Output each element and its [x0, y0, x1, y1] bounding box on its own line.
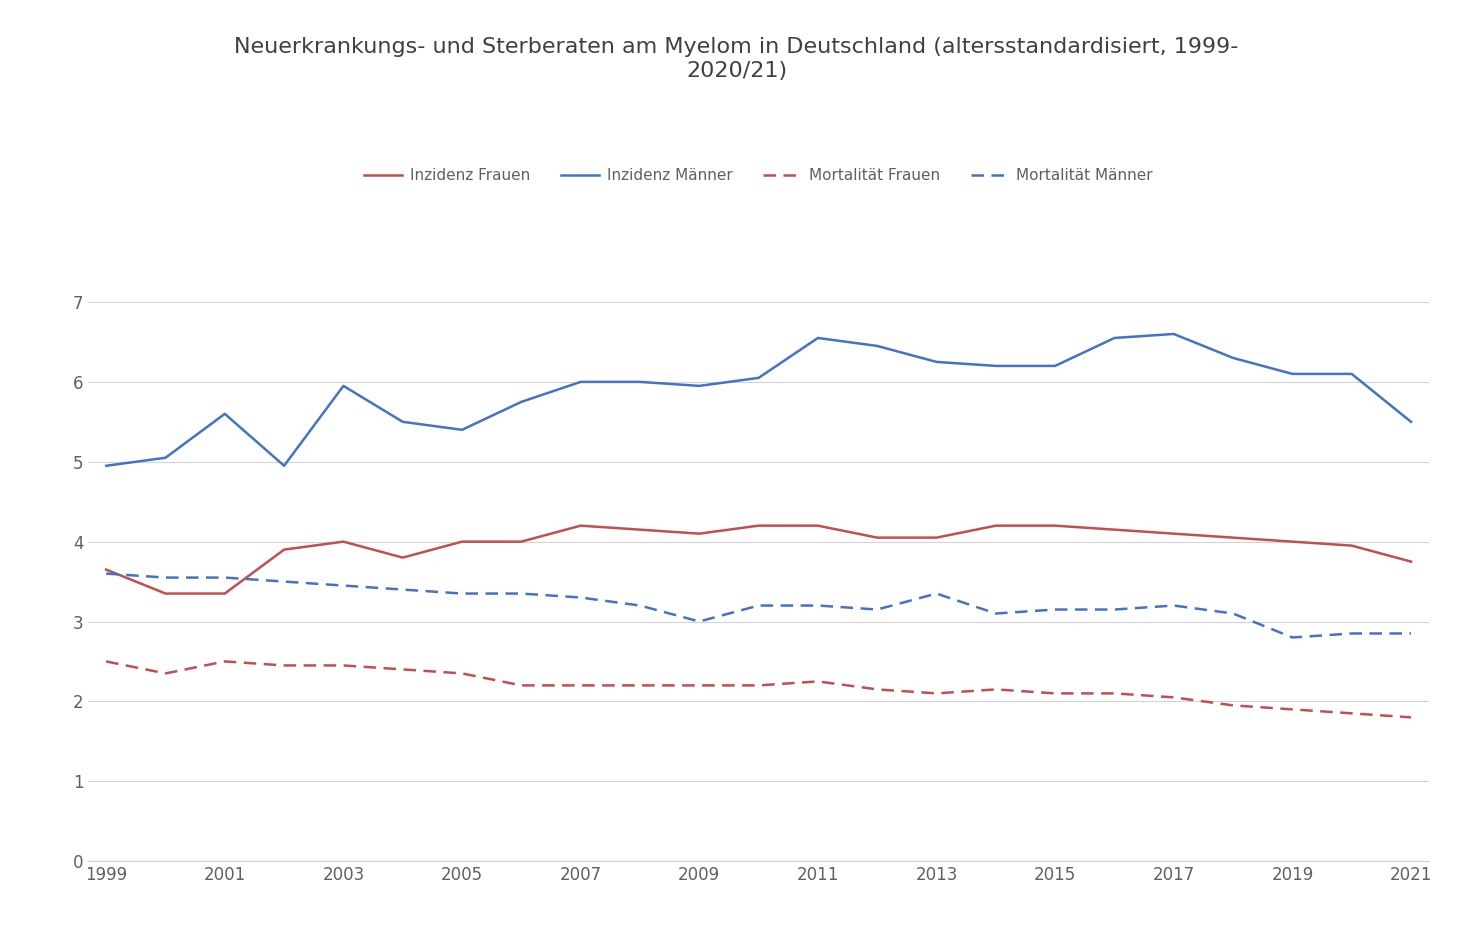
Mortalität Männer — [156, 572, 174, 583]
Mortalität Frauen — [97, 656, 115, 667]
Inzidenz Frauen — [275, 544, 293, 555]
Inzidenz Frauen — [987, 520, 1005, 532]
Mortalität Männer — [393, 584, 411, 595]
Mortalität Frauen — [750, 680, 767, 691]
Mortalität Männer — [1106, 604, 1124, 615]
Inzidenz Männer — [750, 373, 767, 384]
Mortalität Frauen — [1046, 688, 1064, 699]
Inzidenz Frauen — [1283, 536, 1301, 548]
Inzidenz Männer — [156, 452, 174, 463]
Inzidenz Frauen — [156, 588, 174, 599]
Inzidenz Männer — [809, 332, 826, 344]
Mortalität Frauen — [1165, 692, 1183, 703]
Inzidenz Männer — [334, 380, 352, 391]
Inzidenz Männer — [275, 461, 293, 472]
Mortalität Männer — [630, 600, 648, 611]
Mortalität Frauen — [809, 676, 826, 687]
Inzidenz Frauen — [217, 588, 234, 599]
Inzidenz Frauen — [513, 536, 530, 548]
Inzidenz Frauen — [1343, 540, 1361, 551]
Inzidenz Männer — [513, 396, 530, 407]
Inzidenz Männer — [630, 376, 648, 388]
Inzidenz Frauen — [869, 532, 887, 543]
Inzidenz Männer — [691, 380, 709, 391]
Mortalität Frauen — [513, 680, 530, 691]
Mortalität Männer — [928, 588, 946, 599]
Inzidenz Frauen — [334, 536, 352, 548]
Mortalität Männer — [217, 572, 234, 583]
Inzidenz Frauen — [1165, 528, 1183, 539]
Inzidenz Frauen — [393, 552, 411, 563]
Inzidenz Frauen — [630, 524, 648, 535]
Inzidenz Frauen — [454, 536, 471, 548]
Mortalität Männer — [334, 580, 352, 592]
Mortalität Männer — [1165, 600, 1183, 611]
Mortalität Männer — [572, 592, 589, 603]
Line: Inzidenz Männer: Inzidenz Männer — [106, 334, 1411, 466]
Mortalität Männer — [454, 588, 471, 599]
Inzidenz Männer — [1165, 329, 1183, 340]
Mortalität Frauen — [1283, 704, 1301, 715]
Text: Neuerkrankungs- und Sterberaten am Myelom in Deutschland (altersstandardisiert, : Neuerkrankungs- und Sterberaten am Myelo… — [234, 37, 1239, 80]
Mortalität Frauen — [1402, 711, 1420, 723]
Mortalität Frauen — [928, 688, 946, 699]
Mortalität Frauen — [1224, 700, 1242, 711]
Inzidenz Frauen — [691, 528, 709, 539]
Mortalität Männer — [1402, 628, 1420, 639]
Inzidenz Frauen — [750, 520, 767, 532]
Mortalität Männer — [1283, 632, 1301, 643]
Inzidenz Männer — [1046, 360, 1064, 372]
Mortalität Männer — [1046, 604, 1064, 615]
Mortalität Frauen — [630, 680, 648, 691]
Mortalität Männer — [97, 568, 115, 579]
Inzidenz Männer — [97, 461, 115, 472]
Mortalität Männer — [691, 616, 709, 627]
Mortalität Männer — [750, 600, 767, 611]
Inzidenz Frauen — [809, 520, 826, 532]
Inzidenz Männer — [454, 424, 471, 435]
Inzidenz Frauen — [1402, 556, 1420, 567]
Inzidenz Männer — [1106, 332, 1124, 344]
Inzidenz Männer — [1343, 368, 1361, 379]
Inzidenz Männer — [987, 360, 1005, 372]
Mortalität Frauen — [454, 667, 471, 679]
Inzidenz Männer — [217, 408, 234, 419]
Inzidenz Frauen — [1046, 520, 1064, 532]
Mortalität Männer — [513, 588, 530, 599]
Inzidenz Männer — [869, 341, 887, 352]
Inzidenz Frauen — [572, 520, 589, 532]
Line: Mortalität Männer: Mortalität Männer — [106, 574, 1411, 637]
Mortalität Männer — [987, 607, 1005, 619]
Mortalität Frauen — [572, 680, 589, 691]
Inzidenz Männer — [1402, 417, 1420, 428]
Inzidenz Frauen — [1106, 524, 1124, 535]
Inzidenz Frauen — [97, 564, 115, 576]
Mortalität Frauen — [275, 660, 293, 671]
Mortalität Frauen — [156, 667, 174, 679]
Inzidenz Männer — [928, 357, 946, 368]
Mortalität Frauen — [217, 656, 234, 667]
Mortalität Frauen — [1106, 688, 1124, 699]
Mortalität Männer — [809, 600, 826, 611]
Line: Mortalität Frauen: Mortalität Frauen — [106, 662, 1411, 717]
Mortalität Männer — [275, 576, 293, 587]
Inzidenz Männer — [1224, 352, 1242, 363]
Mortalität Männer — [1343, 628, 1361, 639]
Mortalität Frauen — [393, 664, 411, 675]
Mortalität Frauen — [691, 680, 709, 691]
Inzidenz Männer — [393, 417, 411, 428]
Legend: Inzidenz Frauen, Inzidenz Männer, Mortalität Frauen, Mortalität Männer: Inzidenz Frauen, Inzidenz Männer, Mortal… — [358, 162, 1159, 189]
Mortalität Frauen — [334, 660, 352, 671]
Inzidenz Männer — [572, 376, 589, 388]
Inzidenz Frauen — [928, 532, 946, 543]
Mortalität Frauen — [869, 684, 887, 695]
Line: Inzidenz Frauen: Inzidenz Frauen — [106, 526, 1411, 593]
Inzidenz Frauen — [1224, 532, 1242, 543]
Mortalität Frauen — [987, 684, 1005, 695]
Mortalität Männer — [1224, 607, 1242, 619]
Mortalität Frauen — [1343, 708, 1361, 719]
Mortalität Männer — [869, 604, 887, 615]
Inzidenz Männer — [1283, 368, 1301, 379]
